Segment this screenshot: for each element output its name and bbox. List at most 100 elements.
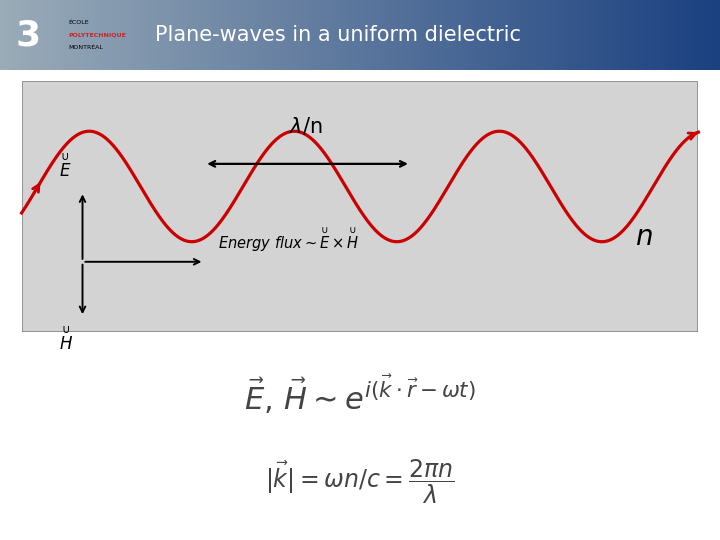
Bar <box>191 0 195 70</box>
Bar <box>569 0 573 70</box>
Bar <box>230 0 235 70</box>
Bar <box>652 0 656 70</box>
Bar <box>583 0 588 70</box>
Bar <box>655 0 660 70</box>
Bar <box>572 0 577 70</box>
Text: ÉCOLE: ÉCOLE <box>68 20 89 25</box>
Bar <box>486 0 490 70</box>
Bar <box>133 0 138 70</box>
Bar <box>515 0 519 70</box>
Bar <box>266 0 271 70</box>
Bar <box>576 0 580 70</box>
Bar <box>464 0 469 70</box>
Text: $\mathit{Energy\ flux} \sim \overset{\cup}{E} \times \overset{\cup}{H}$: $\mathit{Energy\ flux} \sim \overset{\cu… <box>218 226 359 254</box>
Bar <box>202 0 206 70</box>
Bar <box>205 0 210 70</box>
Bar <box>58 0 62 70</box>
Bar <box>288 0 292 70</box>
Bar <box>508 0 512 70</box>
Bar <box>389 0 393 70</box>
Bar <box>216 0 220 70</box>
Bar <box>410 0 415 70</box>
Bar <box>371 0 375 70</box>
Bar <box>317 0 321 70</box>
Bar <box>706 0 710 70</box>
Bar <box>43 0 48 70</box>
Bar <box>119 0 123 70</box>
Bar <box>677 0 681 70</box>
Bar <box>497 0 501 70</box>
Bar <box>227 0 231 70</box>
Bar <box>259 0 264 70</box>
Bar <box>284 0 289 70</box>
Bar <box>76 0 80 70</box>
Bar <box>68 0 73 70</box>
Bar <box>176 0 181 70</box>
Bar <box>338 0 343 70</box>
Bar <box>490 0 494 70</box>
Bar <box>83 0 87 70</box>
Bar <box>626 0 631 70</box>
Bar <box>313 0 318 70</box>
Bar <box>644 0 649 70</box>
Bar <box>349 0 354 70</box>
Bar <box>241 0 246 70</box>
Bar <box>0 0 4 70</box>
Bar <box>256 0 260 70</box>
Bar <box>112 0 116 70</box>
Text: 3: 3 <box>16 18 41 52</box>
Bar <box>637 0 642 70</box>
Text: POLYTECHNIQUE: POLYTECHNIQUE <box>68 32 126 38</box>
Bar <box>158 0 163 70</box>
Bar <box>270 0 274 70</box>
Bar <box>400 0 404 70</box>
Bar <box>360 0 364 70</box>
Bar <box>90 0 94 70</box>
Bar <box>522 0 526 70</box>
Bar <box>461 0 465 70</box>
Bar <box>605 0 609 70</box>
Bar <box>565 0 570 70</box>
Bar <box>666 0 670 70</box>
Bar <box>65 0 69 70</box>
Bar <box>562 0 566 70</box>
Bar <box>342 0 346 70</box>
Bar <box>558 0 562 70</box>
Bar <box>540 0 544 70</box>
Bar <box>126 0 130 70</box>
Bar <box>526 0 530 70</box>
Bar <box>684 0 688 70</box>
Bar <box>623 0 627 70</box>
Bar <box>364 0 368 70</box>
Bar <box>619 0 624 70</box>
Bar <box>511 0 516 70</box>
Bar <box>209 0 213 70</box>
Bar <box>187 0 192 70</box>
Bar <box>396 0 400 70</box>
Bar <box>468 0 472 70</box>
Bar <box>104 0 109 70</box>
Bar <box>320 0 325 70</box>
Bar <box>18 0 22 70</box>
Bar <box>212 0 217 70</box>
Bar <box>634 0 638 70</box>
Bar <box>25 0 30 70</box>
Bar <box>716 0 720 70</box>
Bar <box>166 0 170 70</box>
Bar <box>529 0 534 70</box>
Bar <box>680 0 685 70</box>
Bar <box>673 0 678 70</box>
Bar <box>101 0 105 70</box>
Bar <box>79 0 84 70</box>
Bar <box>11 0 15 70</box>
Bar <box>518 0 523 70</box>
Bar <box>180 0 184 70</box>
Bar <box>691 0 696 70</box>
Bar <box>479 0 483 70</box>
Bar <box>4 0 8 70</box>
Bar <box>54 0 58 70</box>
Bar <box>713 0 717 70</box>
Bar <box>450 0 454 70</box>
Bar <box>356 0 361 70</box>
Bar <box>299 0 303 70</box>
